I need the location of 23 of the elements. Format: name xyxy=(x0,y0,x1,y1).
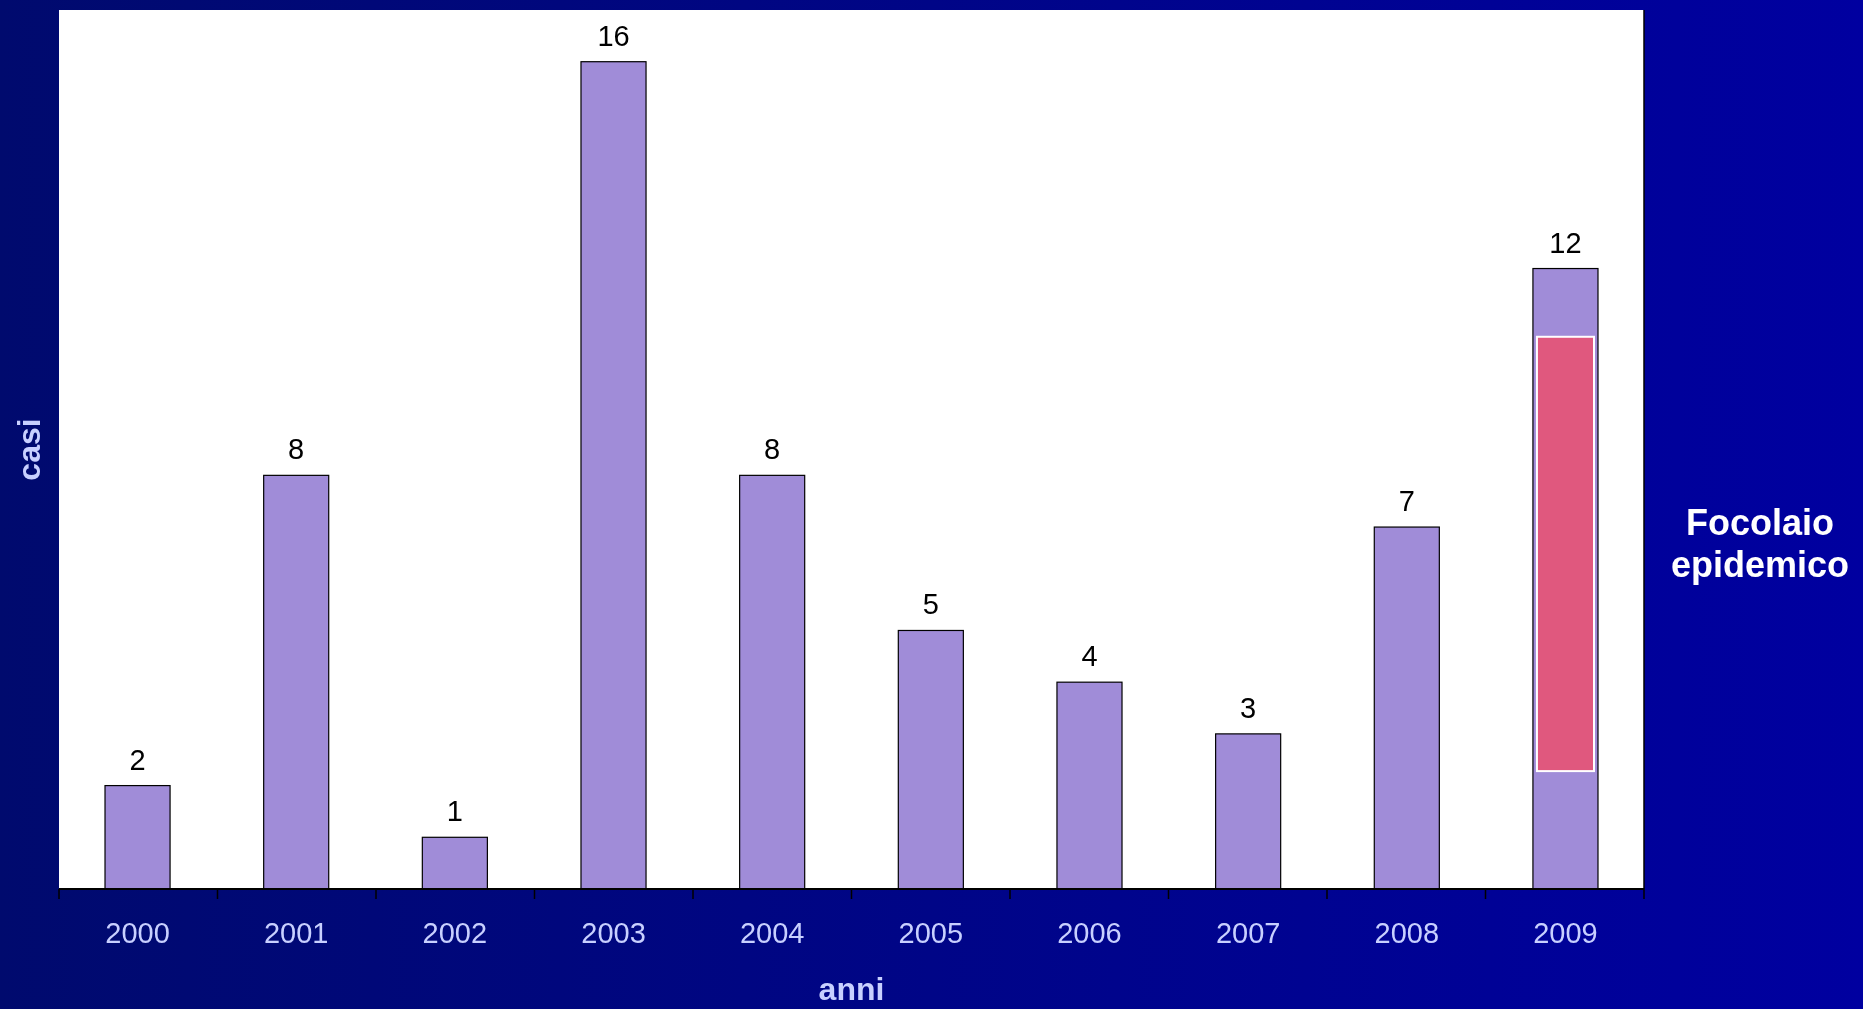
text: Focolaio epidemico xyxy=(1670,502,1850,586)
data-label: 5 xyxy=(922,588,939,621)
data-label: 16 xyxy=(597,19,630,52)
data-label: 1 xyxy=(446,795,463,828)
data-label: 2 xyxy=(129,743,146,776)
x-tick-label: 2000 xyxy=(105,917,170,949)
data-label: 8 xyxy=(764,433,781,466)
x-tick-label: 2007 xyxy=(1215,917,1281,949)
x-tick-label: 2001 xyxy=(263,917,329,949)
x-tick-label: 2009 xyxy=(1533,917,1598,949)
y-axis-title: casi xyxy=(11,418,47,481)
x-tick-label: 2004 xyxy=(739,917,805,949)
data-label: 7 xyxy=(1398,485,1415,518)
x-tick-label: 2008 xyxy=(1374,917,1440,949)
x-tick-label: 2005 xyxy=(898,917,964,949)
data-label: 3 xyxy=(1240,691,1257,724)
x-axis-title: anni xyxy=(818,971,885,1007)
x-tick-label: 2002 xyxy=(422,917,488,949)
data-label: 12 xyxy=(1549,226,1582,259)
x-tick-label: 2006 xyxy=(1057,917,1122,949)
data-label: 8 xyxy=(288,433,305,466)
data-label: 4 xyxy=(1081,640,1098,673)
x-tick-label: 2003 xyxy=(581,917,646,949)
